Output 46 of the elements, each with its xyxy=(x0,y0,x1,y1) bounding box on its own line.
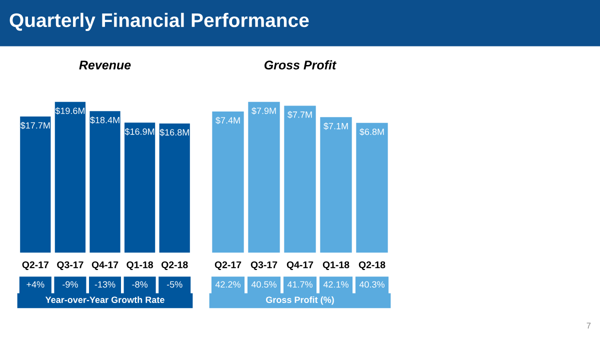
text: Year-over-Year Growth Rate xyxy=(45,296,164,304)
bar xyxy=(320,117,352,253)
text: 42.1% xyxy=(323,281,348,288)
x-tick-label: Q3-17 xyxy=(250,261,278,270)
x-tick-label: Q2-17 xyxy=(214,261,242,270)
text: -9% xyxy=(62,281,78,288)
bar xyxy=(284,106,316,253)
bar xyxy=(159,123,190,253)
bar xyxy=(356,122,388,253)
bar xyxy=(124,122,156,253)
x-tick-label: Q3-17 xyxy=(57,261,84,270)
text: -8% xyxy=(132,281,148,288)
data-label: $6.8M xyxy=(360,128,384,136)
text: 7 xyxy=(586,322,591,329)
x-tick-label: Q2-18 xyxy=(358,261,386,270)
chart-title: Gross Profit xyxy=(264,60,337,70)
text: 41.7% xyxy=(287,281,312,288)
chart-title: Revenue xyxy=(79,60,131,70)
data-label: $7.7M xyxy=(288,111,312,118)
text: 40.3% xyxy=(359,281,384,288)
x-tick-label: Q2-17 xyxy=(22,261,48,270)
x-tick-label: Q1-18 xyxy=(126,261,154,270)
data-label: $16.8M xyxy=(160,128,189,136)
data-label: $7.4M xyxy=(216,116,240,124)
data-label: $7.9M xyxy=(252,107,276,115)
text: Quarterly Financial Performance xyxy=(10,12,309,31)
x-tick-label: Q4-17 xyxy=(92,261,118,270)
data-label: $18.4M xyxy=(90,116,120,124)
text: 42.2% xyxy=(215,281,240,288)
text: -5% xyxy=(166,281,182,288)
text: -13% xyxy=(94,281,116,288)
bar xyxy=(90,111,120,253)
data-label: $7.1M xyxy=(324,122,348,130)
data-label: $19.6M xyxy=(55,107,85,115)
x-tick-label: Q4-17 xyxy=(286,261,314,270)
data-label: $17.7M xyxy=(20,122,50,130)
text: Gross Profit (%) xyxy=(266,296,334,305)
bar xyxy=(20,116,51,253)
text: +4% xyxy=(26,281,44,288)
bar xyxy=(248,102,280,253)
x-tick-label: Q1-18 xyxy=(322,261,350,270)
x-tick-label: Q2-18 xyxy=(161,261,188,270)
bar xyxy=(54,102,86,253)
bar xyxy=(212,111,244,253)
text: 40.5% xyxy=(251,281,276,288)
data-label: $16.9M xyxy=(124,128,154,136)
